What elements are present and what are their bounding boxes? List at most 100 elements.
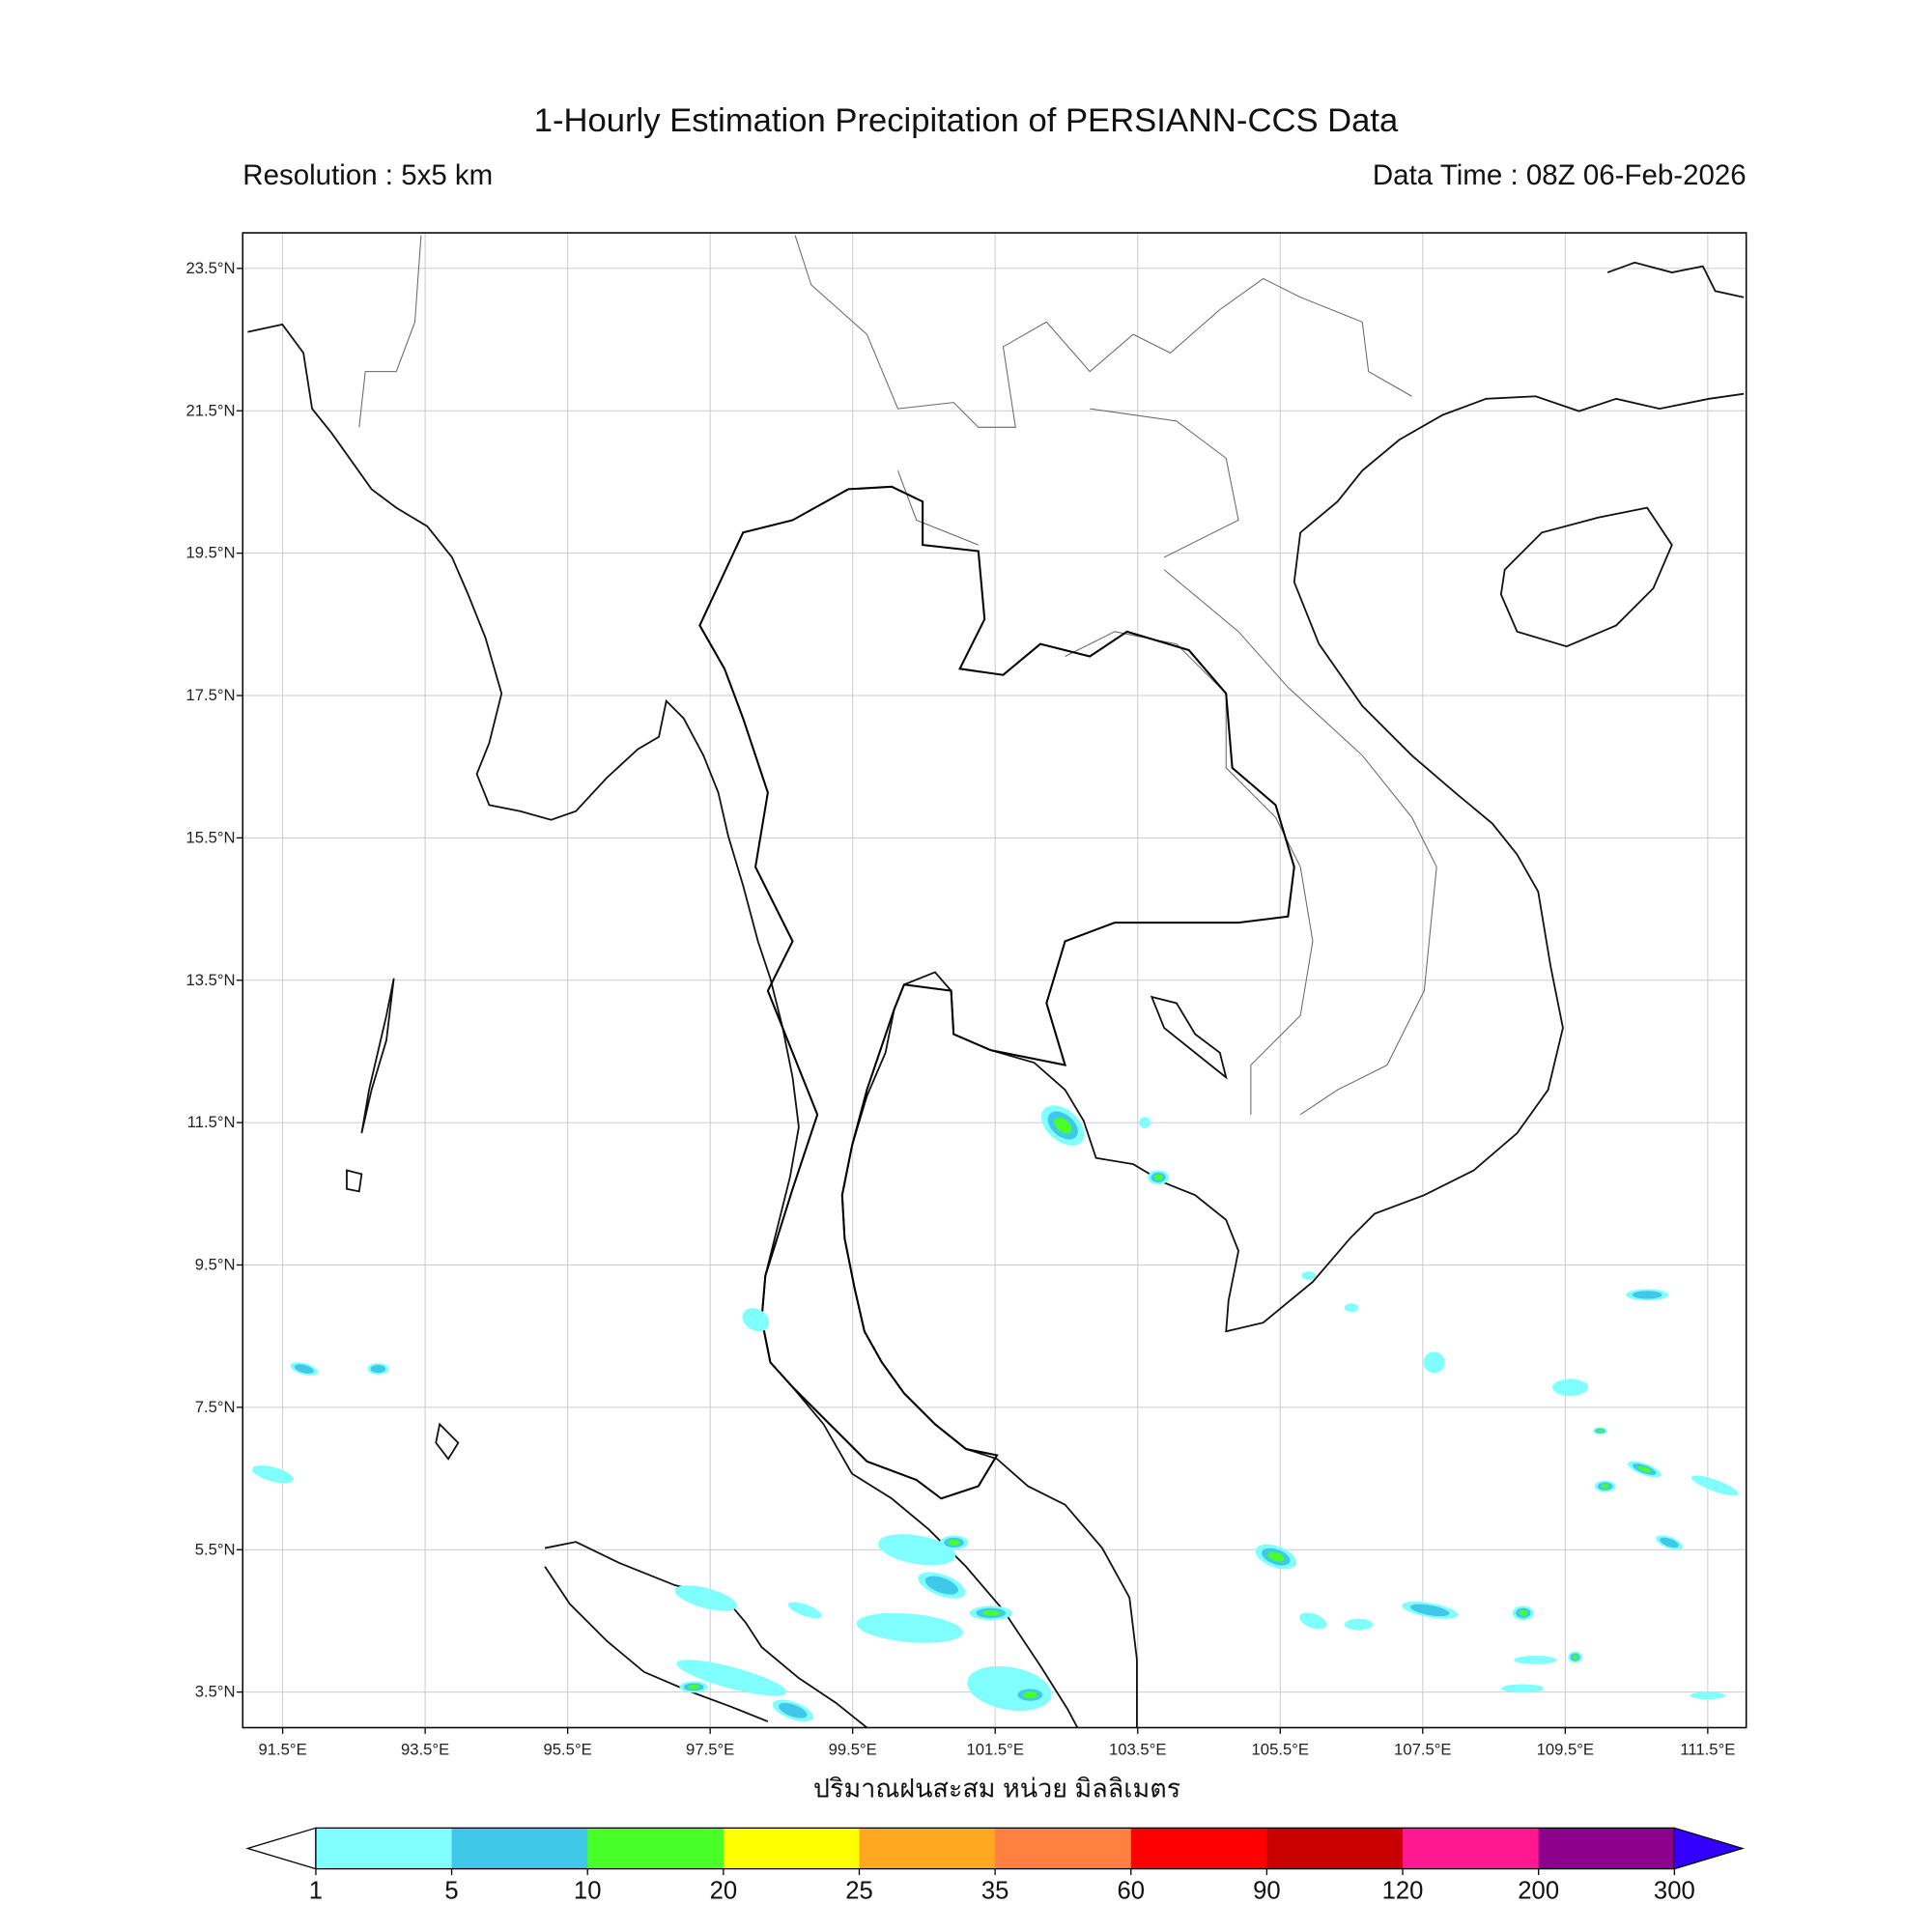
resolution-label: Resolution : 5x5 km (242, 158, 494, 191)
lon-tick-label: 99.5°E (829, 1741, 877, 1759)
colorbar-level-label: 1 (308, 1877, 324, 1905)
lon-tick-label: 93.5°E (401, 1741, 449, 1759)
colorbar-level-label: 60 (1117, 1877, 1146, 1905)
rain-cell (948, 1539, 960, 1546)
colorbar-swatch (1130, 1828, 1268, 1869)
colorbar-level-label: 35 (980, 1877, 1009, 1905)
tonle-sap-shore (1150, 995, 1228, 1080)
rain-cell (779, 1702, 808, 1719)
rain-cell (1344, 1303, 1359, 1313)
colorbar-level-label: 300 (1653, 1877, 1695, 1905)
axis-ticks: 91.5°E 93.5°E 95.5°E 97.5°E 99.5°E 101.5°E 103… (185, 259, 1735, 1759)
colorbar-swatch (315, 1828, 453, 1869)
rain-cell (1139, 1117, 1151, 1129)
colorbar-swatch (1403, 1828, 1540, 1869)
rain-cell (674, 1585, 737, 1611)
lat-tick-label: 7.5°N (195, 1398, 236, 1416)
lon-tick-label: 97.5°E (686, 1741, 734, 1759)
south-china-coastline (1606, 261, 1745, 298)
rain-cell (878, 1534, 956, 1566)
rain-cell (1637, 1465, 1652, 1473)
colorbar-swatch (859, 1828, 996, 1869)
lon-tick-label: 103.5°E (1109, 1741, 1166, 1759)
rain-cell (251, 1464, 294, 1484)
lat-tick-label: 19.5°N (185, 544, 235, 562)
rain-cells (251, 1105, 1739, 1722)
rain-cell (1572, 1655, 1578, 1660)
lon-tick-label: 109.5°E (1537, 1741, 1594, 1759)
lat-tick-label: 13.5°N (185, 971, 235, 989)
colorbar-level-label: 200 (1518, 1877, 1560, 1905)
rain-cell (1500, 1684, 1545, 1693)
colorbar-over-arrow (1673, 1827, 1746, 1870)
lat-tick-label: 23.5°N (185, 259, 235, 277)
rain-cell (1597, 1429, 1604, 1433)
rain-cell (924, 1576, 959, 1595)
data-time-label: Data Time : 08Z 06-Feb-2026 (1372, 158, 1747, 191)
rain-cell (676, 1660, 787, 1696)
colorbar-level-label: 10 (573, 1877, 602, 1905)
andaman-islands (346, 978, 395, 1193)
lat-tick-label: 3.5°N (195, 1683, 236, 1701)
colorbar-swatch (723, 1828, 861, 1869)
rain-cell (1519, 1609, 1528, 1616)
national-borders (358, 235, 1437, 1116)
colorbar-level-label: 25 (845, 1877, 873, 1905)
rain-cell (1301, 1271, 1317, 1280)
mainland-coastline (247, 323, 1079, 1728)
colorbar-swatch (995, 1828, 1132, 1869)
lon-tick-label: 107.5°E (1394, 1741, 1451, 1759)
rain-cell (1299, 1612, 1327, 1630)
lat-tick-label: 9.5°N (195, 1256, 236, 1274)
colorbar-swatch (1266, 1828, 1404, 1869)
lat-tick-label: 21.5°N (185, 401, 235, 419)
rain-cell (742, 1308, 770, 1332)
lat-tick-label: 15.5°N (185, 828, 235, 846)
rain-cell (1690, 1475, 1739, 1496)
border-line (358, 235, 1437, 1116)
rain-cell (294, 1364, 314, 1374)
colorbar-level-label: 5 (444, 1877, 459, 1905)
rain-cell (1022, 1691, 1037, 1699)
lon-tick-label: 91.5°E (258, 1741, 306, 1759)
rain-cell (1660, 1537, 1679, 1548)
lon-tick-label: 101.5°E (966, 1741, 1023, 1759)
colorbar-under-arrow (245, 1827, 317, 1870)
map-title: 1-Hourly Estimation Precipitation of PER… (533, 101, 1399, 139)
coastlines (247, 261, 1745, 1729)
colorbar (245, 1827, 1746, 1876)
rain-cell (1267, 1551, 1285, 1562)
rain-cell (1344, 1618, 1374, 1631)
rain-cell (688, 1685, 700, 1690)
colorbar-unit-label: ปริมาณฝนสะสม หน่วย มิลลิเมตร (812, 1775, 1181, 1804)
rain-cell (856, 1612, 963, 1643)
rain-cell (787, 1602, 822, 1619)
lat-tick-label: 11.5°N (187, 1113, 236, 1131)
rain-cell (1054, 1117, 1072, 1134)
graticule (242, 233, 1747, 1728)
peninsula-east-coastline (840, 392, 1745, 1728)
thailand-border (698, 485, 1295, 1500)
rain-cell (1514, 1656, 1557, 1664)
colorbar-swatch (451, 1828, 588, 1869)
rain-cell (1423, 1351, 1445, 1374)
hainan-coastline (1499, 506, 1673, 648)
lat-tick-label: 5.5°N (195, 1540, 236, 1558)
lon-tick-label: 111.5°E (1680, 1741, 1735, 1759)
lon-tick-label: 105.5°E (1252, 1741, 1309, 1759)
lon-tick-label: 95.5°E (544, 1741, 592, 1759)
colorbar-level-label: 90 (1253, 1877, 1281, 1905)
sumatra-coastline (544, 1541, 867, 1729)
nicobar-island (435, 1422, 460, 1461)
rain-cell (1632, 1291, 1662, 1299)
colorbar-level-label: 120 (1381, 1877, 1424, 1905)
rain-cell (1153, 1174, 1163, 1180)
colorbar-swatch (1538, 1828, 1675, 1869)
thailand-outline (698, 485, 1295, 1500)
rain-cell (370, 1364, 386, 1374)
colorbar-level-label: 20 (709, 1877, 738, 1905)
rain-cell (1690, 1691, 1726, 1699)
lat-tick-label: 17.5°N (185, 686, 235, 704)
